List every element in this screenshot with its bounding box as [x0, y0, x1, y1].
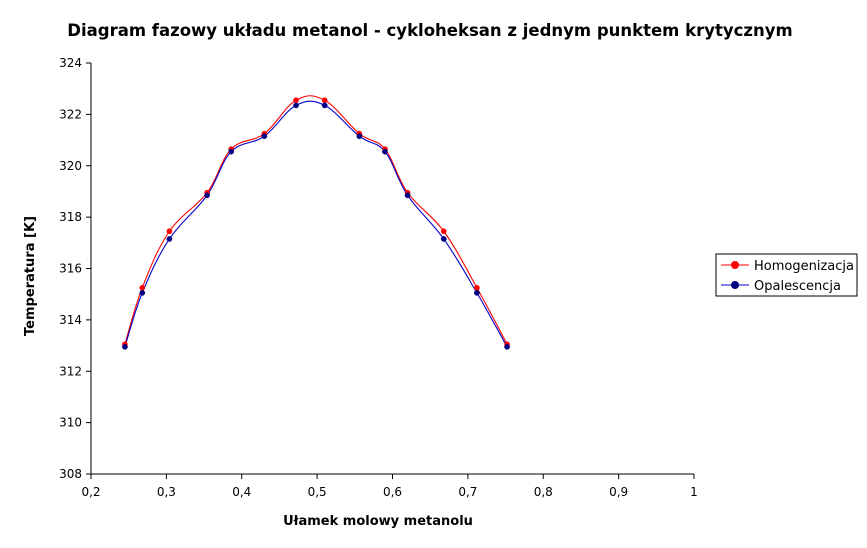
y-tick-label: 308	[59, 467, 82, 481]
legend-label-opalescencja: Opalescencja	[754, 279, 841, 294]
legend: Homogenizacja Opalescencja	[715, 253, 858, 297]
data-point-homogenizacja	[166, 228, 173, 235]
y-axis-ticks: 308 310 312 314 316 318 320 322 324	[59, 56, 91, 481]
data-point-opalescencja	[356, 133, 363, 140]
y-tick-label: 318	[59, 210, 82, 224]
data-point-homogenizacja	[474, 284, 480, 291]
series-line-opalescencja	[124, 100, 508, 348]
y-axis-title: Temperatura [K]	[23, 216, 38, 336]
y-tick-label: 320	[59, 159, 82, 173]
data-point-homogenizacja	[139, 284, 146, 291]
x-axis-ticks: 0,2 0,3 0,4 0,5 0,6 0,7 0,8 0,9 1	[81, 474, 698, 499]
data-point-homogenizacja	[321, 97, 328, 104]
series-lines	[124, 95, 508, 348]
x-tick-label: 0,9	[609, 485, 628, 499]
axes	[90, 63, 694, 475]
legend-marker-homogenizacja	[731, 261, 739, 269]
data-point-opalescencja	[404, 192, 411, 199]
chart-title: Diagram fazowy układu metanol - cyklohek…	[67, 21, 792, 40]
legend-box	[715, 253, 858, 297]
x-tick-label: 0,4	[232, 485, 251, 499]
x-tick-label: 0,3	[157, 485, 176, 499]
x-tick-label: 1	[690, 485, 698, 499]
x-tick-label: 0,6	[383, 485, 402, 499]
data-point-opalescencja	[382, 148, 388, 155]
series-markers	[122, 97, 510, 350]
data-point-opalescencja	[139, 290, 146, 296]
legend-label-homogenizacja: Homogenizacja	[754, 259, 854, 274]
y-tick-label: 324	[59, 56, 82, 70]
data-point-opalescencja	[228, 148, 235, 155]
y-tick-label: 312	[59, 364, 82, 378]
data-point-opalescencja	[321, 102, 328, 109]
y-tick-label: 314	[59, 313, 82, 327]
x-axis-title: Ułamek molowy metanolu	[283, 514, 473, 529]
data-point-opalescencja	[440, 236, 447, 242]
data-point-opalescencja	[474, 290, 480, 296]
legend-entries: Homogenizacja Opalescencja	[721, 259, 854, 294]
y-tick-label: 322	[59, 107, 82, 121]
data-point-homogenizacja	[293, 97, 299, 104]
data-point-opalescencja	[293, 102, 299, 109]
data-point-opalescencja	[204, 192, 210, 199]
data-point-homogenizacja	[440, 228, 447, 235]
y-tick-label: 316	[59, 262, 82, 276]
x-tick-label: 0,2	[81, 485, 100, 499]
y-tick-label: 310	[59, 416, 82, 430]
data-point-opalescencja	[504, 343, 510, 350]
x-tick-label: 0,7	[458, 485, 477, 499]
x-tick-label: 0,5	[308, 485, 327, 499]
data-point-opalescencja	[166, 236, 173, 242]
series-line-homogenizacja	[124, 95, 508, 345]
data-point-opalescencja	[122, 343, 128, 350]
x-tick-label: 0,8	[534, 485, 553, 499]
data-point-opalescencja	[261, 133, 268, 140]
legend-marker-opalescencja	[731, 281, 739, 289]
